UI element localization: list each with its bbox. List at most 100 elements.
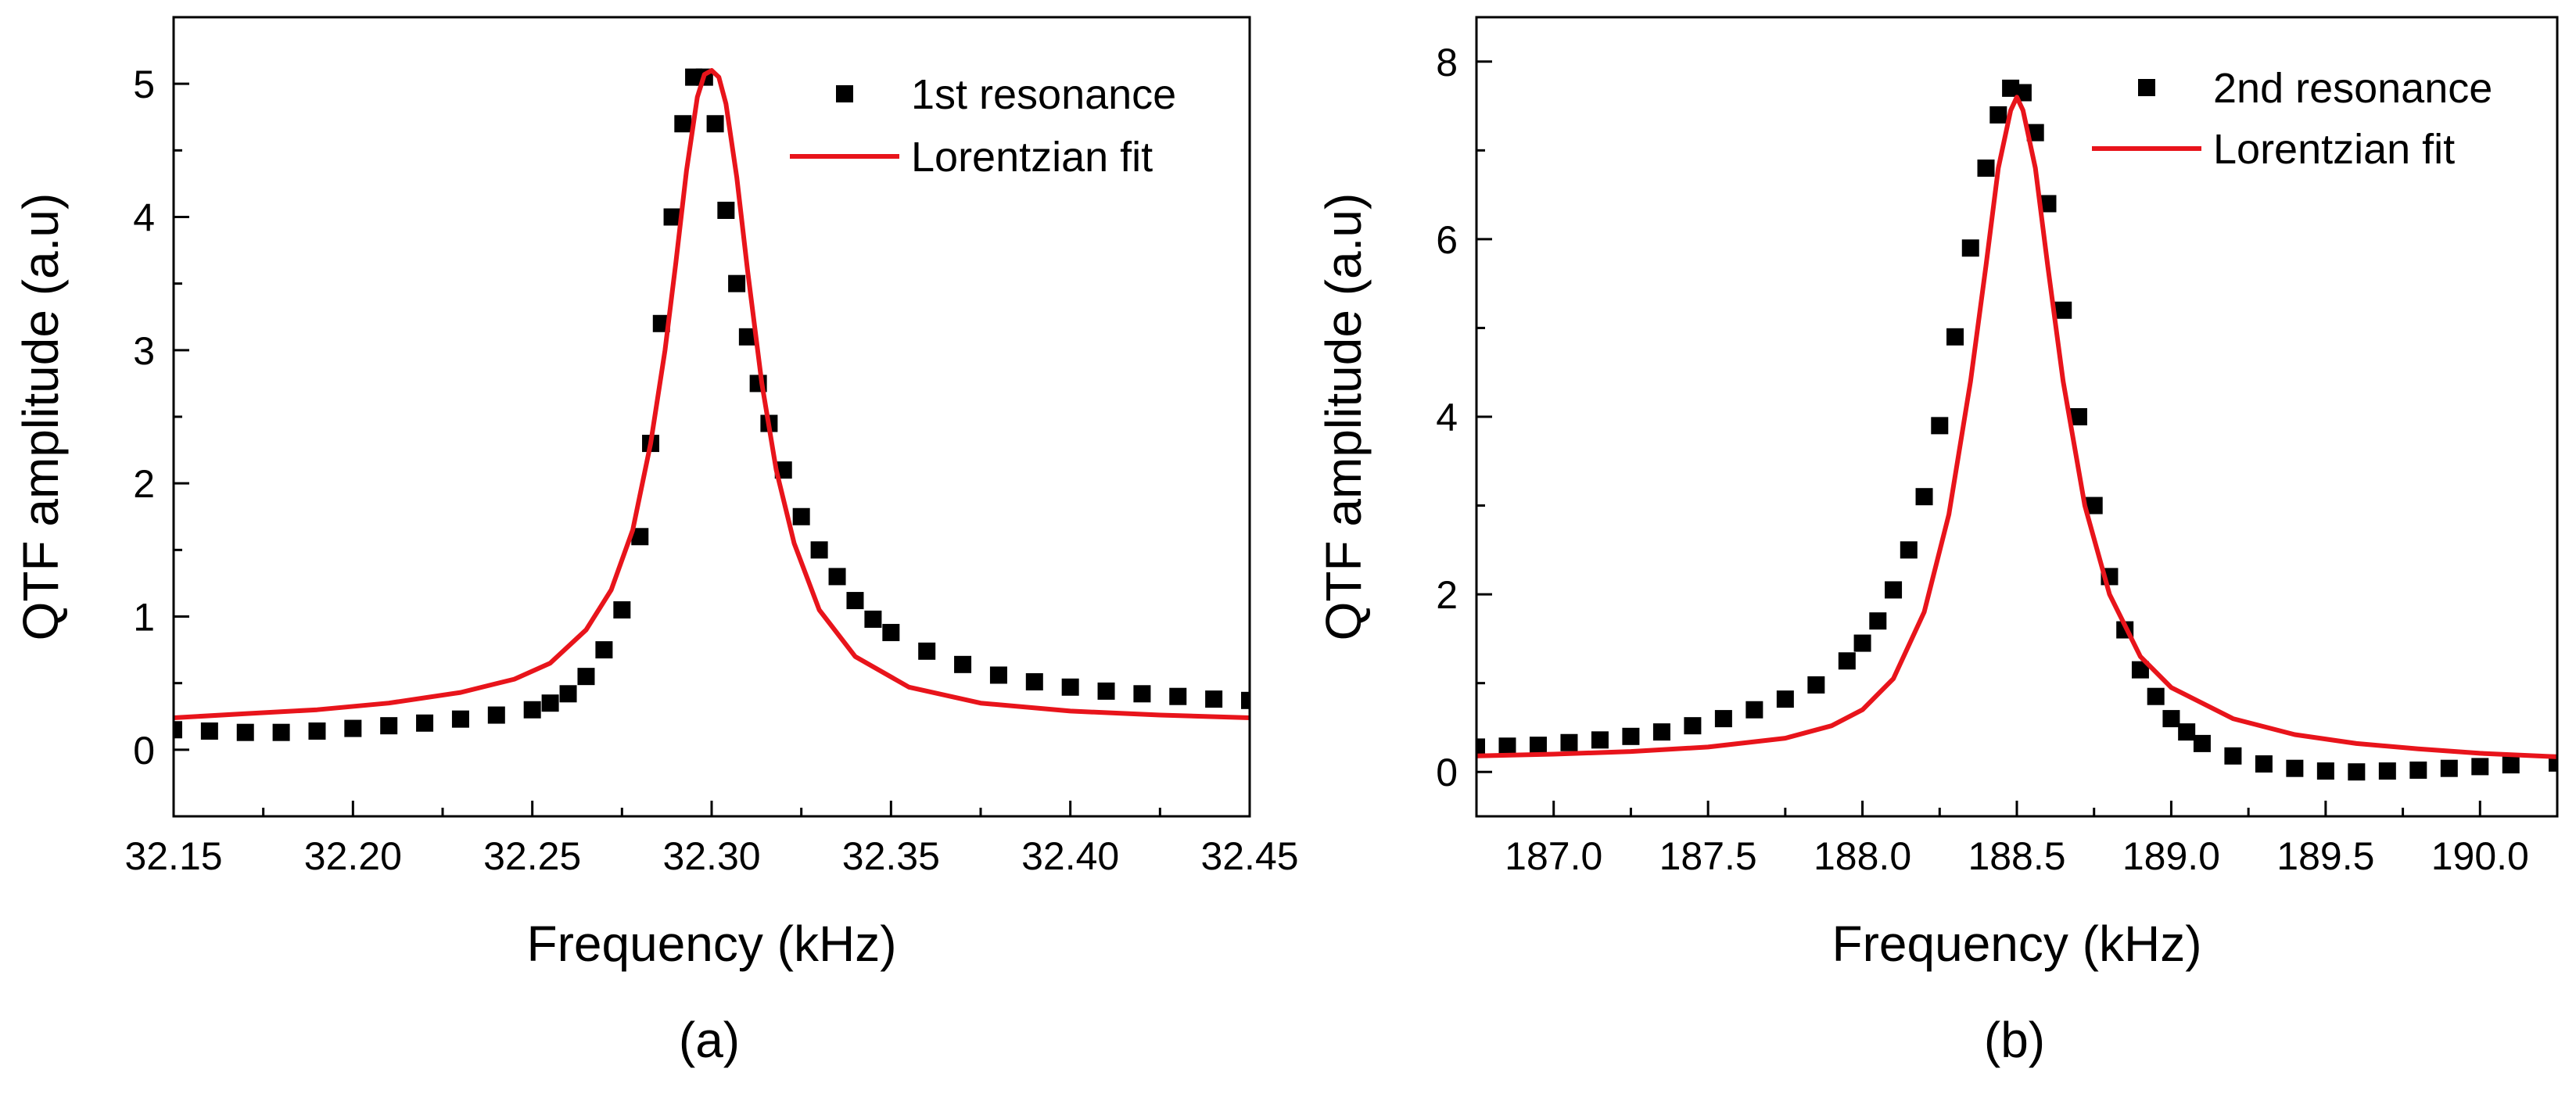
chart-a-data-point — [308, 722, 326, 740]
chart-b-y-tick-label: 8 — [1436, 41, 1458, 84]
chart-a-legend: 1st resonance Lorentzian fit — [790, 71, 1176, 181]
chart-a-data-point — [1169, 687, 1187, 705]
chart-a-data-point — [631, 528, 649, 546]
chart-a-data-point — [1061, 678, 1079, 696]
chart-b-x-tick-label: 187.0 — [1505, 834, 1602, 878]
chart-a-data-point — [541, 694, 559, 712]
chart-b-data-point — [2549, 754, 2557, 772]
chart-b-y-tick-label: 4 — [1436, 396, 1458, 439]
chart-b-legend-label-fit: Lorentzian fit — [2213, 126, 2455, 173]
chart-a-x-tick-label: 32.15 — [124, 834, 222, 878]
chart-b-y-tick-label: 0 — [1436, 751, 1458, 794]
chart-b-data-point — [2162, 710, 2180, 728]
chart-a-data-point — [792, 507, 810, 525]
chart-a-legend-label-fit: Lorentzian fit — [911, 134, 1153, 181]
chart-b-data-point — [1776, 690, 1794, 708]
chart-b-x-tick-label: 189.0 — [2122, 834, 2220, 878]
chart-b-y-tick-label: 2 — [1436, 573, 1458, 617]
chart-b-data-point — [1900, 541, 1918, 559]
chart-b-y-ticks: 0 2 4 6 8 — [1436, 41, 1492, 794]
chart-b-legend: 2nd resonance Lorentzian fit — [2092, 65, 2492, 173]
chart-b-data-point — [1714, 710, 1732, 728]
chart-a-data-point — [706, 115, 724, 133]
chart-b-data-point — [1591, 731, 1609, 749]
chart-b-x-tick-label: 188.0 — [1814, 834, 1911, 878]
chart-b-fit-line — [1476, 95, 2557, 759]
chart-a-data-point — [1241, 691, 1250, 709]
chart-b-data-point — [1745, 701, 1763, 719]
chart-a-legend-label-data: 1st resonance — [911, 71, 1176, 118]
chart-a-legend-marker-data — [836, 85, 853, 102]
chart-b-data-point — [1838, 652, 1856, 670]
chart-a-data-point — [272, 723, 290, 741]
chart-a-x-tick-label: 32.35 — [842, 834, 940, 878]
chart-b-legend-marker-data — [2138, 79, 2155, 96]
chart-b-y-tick-label: 6 — [1436, 218, 1458, 262]
chart-a-data-point — [846, 592, 864, 610]
chart-b-data-point — [2054, 301, 2072, 319]
chart-a-x-tick-label: 32.45 — [1200, 834, 1298, 878]
chart-a-y-tick-label: 0 — [133, 729, 155, 773]
chart-a-y-tick-label: 2 — [133, 462, 155, 506]
chart-a-data-point — [663, 208, 681, 226]
chart-a-data-point — [1097, 682, 1115, 700]
chart-b-data-point — [2224, 747, 2242, 765]
chart-b-x-tick-label: 188.5 — [1968, 834, 2065, 878]
chart-b-data-point — [2147, 687, 2165, 705]
chart-a-y-tick-label: 3 — [133, 329, 155, 373]
chart-b-data-point — [2255, 755, 2273, 773]
chart-a-x-tick-label: 32.30 — [662, 834, 760, 878]
chart-b-data-point — [1989, 106, 2007, 124]
chart-a-data-point — [559, 685, 577, 703]
chart-b-x-axis-title: Frequency (kHz) — [1832, 916, 2202, 972]
chart-a-panel-label: (a) — [679, 1012, 740, 1068]
chart-b-data-point — [1853, 634, 1871, 652]
chart-b-data-point — [1476, 738, 1485, 756]
chart-b-data-point — [2069, 408, 2087, 425]
chart-a-data-point — [954, 655, 972, 673]
chart-a-data-point — [200, 722, 218, 740]
chart-a-data-point — [989, 666, 1007, 684]
chart-a-data-point — [595, 641, 613, 659]
chart-b-data-point — [1931, 417, 1949, 435]
chart-b-data-point — [1946, 328, 1964, 346]
chart-panel-b: 187.0 187.5 188.0 188.5 189.0 189.5 190.0 0 2 4 6… — [1315, 16, 2559, 1068]
chart-b-data-point — [2502, 756, 2520, 774]
chart-a-data-point — [174, 721, 182, 739]
chart-b-data-point — [2131, 661, 2149, 679]
chart-a-data-point — [487, 706, 505, 724]
chart-a-data-point — [728, 274, 746, 292]
chart-a-data-point — [918, 642, 936, 660]
chart-a-y-tick-label: 5 — [133, 63, 155, 106]
chart-b-x-tick-label: 190.0 — [2431, 834, 2529, 878]
chart-a-data-point — [577, 668, 595, 686]
chart-b-data-point — [1622, 727, 1640, 745]
chart-b-y-axis-title: QTF amplitude (a.u) — [1315, 193, 1372, 641]
chart-a-y-tick-label: 4 — [133, 196, 155, 240]
chart-b-data-point — [1560, 733, 1578, 751]
chart-a-x-tick-label: 32.20 — [304, 834, 402, 878]
chart-a-x-tick-label: 32.40 — [1021, 834, 1119, 878]
chart-b-data-point — [1652, 723, 1670, 741]
chart-b-data-point — [1529, 737, 1547, 755]
chart-a-x-ticks: 32.15 32.20 32.25 32.30 32.35 32.40 32.45 — [124, 801, 1299, 878]
chart-a-data-point — [738, 328, 756, 346]
chart-a-data-point — [613, 601, 631, 618]
chart-b-panel-label: (b) — [1984, 1012, 2045, 1068]
chart-b-data-point — [1961, 239, 1979, 257]
chart-b-data-point — [2471, 758, 2489, 776]
chart-b-legend-label-data: 2nd resonance — [2213, 65, 2492, 112]
chart-b-data-point — [2348, 763, 2366, 781]
chart-b-data-point — [1977, 160, 1995, 177]
chart-a-data-point — [236, 723, 254, 741]
chart-b-data-point — [1498, 737, 1516, 755]
chart-b-data-point — [2378, 762, 2396, 780]
chart-panel-a: 32.15 32.20 32.25 32.30 32.35 32.40 32.45 0 1 2 3… — [13, 16, 1299, 1068]
chart-b-data-point — [1807, 676, 1825, 694]
chart-b-plot-area — [1476, 79, 2557, 781]
chart-b-x-ticks: 187.0 187.5 188.0 188.5 189.0 189.5 190.0 — [1505, 801, 2529, 878]
chart-a-data-point — [828, 568, 846, 586]
chart-a-plot-area — [174, 68, 1250, 741]
chart-a-data-point — [1205, 690, 1223, 708]
